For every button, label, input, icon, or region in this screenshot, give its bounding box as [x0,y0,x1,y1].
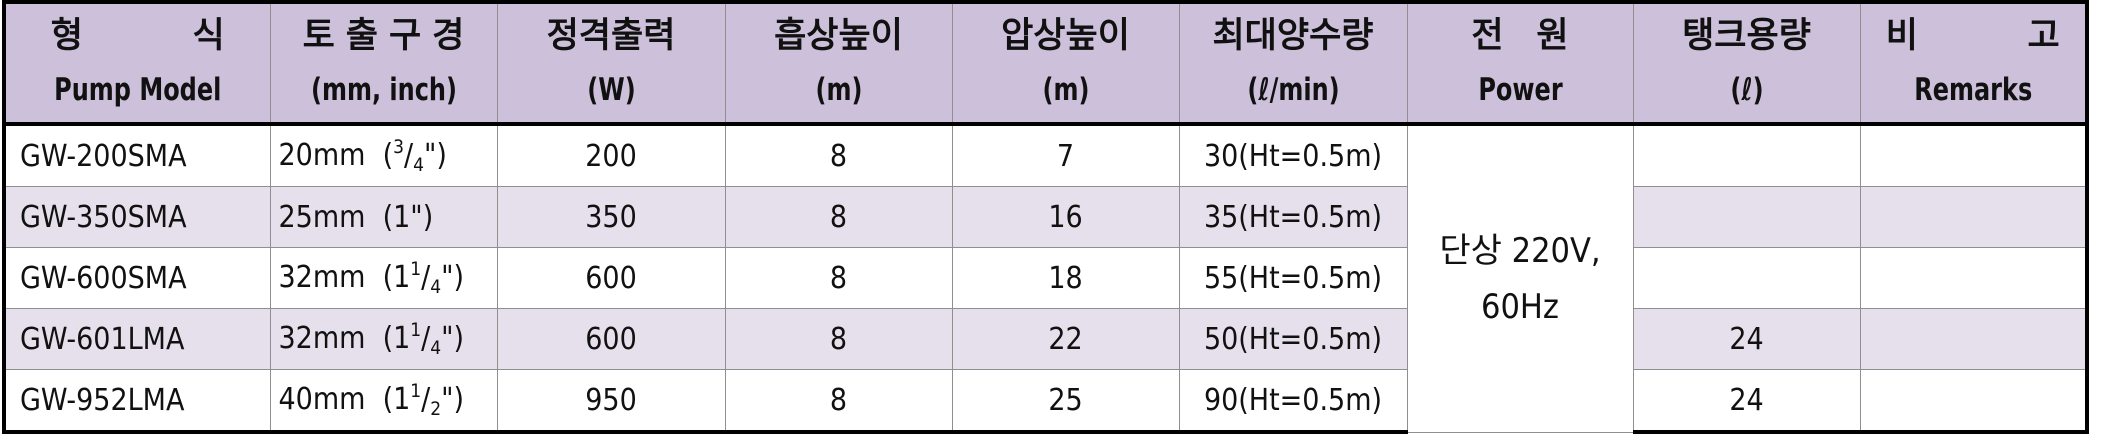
cell-outlet: 32mm (11/4") [269,308,498,370]
cell-remarks [1859,247,2089,309]
cell-remarks [1859,308,2089,370]
header-model: 형 식 Pump Model [2,0,271,126]
header-power: 전 원 Power [1406,0,1634,126]
cell-outlet: 40mm (11/2") [269,369,498,434]
cell-discharge: 16 [951,186,1180,248]
cell-tank: 24 [1632,369,1861,434]
cell-max-flow: 90(Ht=0.5m) [1178,369,1408,434]
cell-suction: 8 [724,369,953,434]
header-tank: 탱크용량 (ℓ) [1632,0,1861,126]
cell-max-flow: 30(Ht=0.5m) [1178,123,1408,187]
header-discharge: 압상높이 (m) [951,0,1180,126]
header-row: 형 식 Pump Model 토 출 구 경 (mm, inch) 정격출력 (W) … [2,0,2126,126]
header-remarks: 비 고 Remarks [1859,0,2089,126]
cell-remarks [1859,369,2089,434]
table-row: GW-601LMA 32mm (11/4") 600 8 22 50(Ht=0.… [2,308,2126,370]
cell-tank [1632,247,1861,309]
cell-remarks [1859,123,2089,187]
cell-max-flow: 55(Ht=0.5m) [1178,247,1408,309]
cell-tank [1632,186,1861,248]
cell-discharge: 18 [951,247,1180,309]
header-suction: 흡상높이 (m) [724,0,953,126]
cell-max-flow: 50(Ht=0.5m) [1178,308,1408,370]
cell-outlet: 25mm (1") [269,186,498,248]
table-row: GW-200SMA 20mm (3/4") 200 8 7 30(Ht=0.5m… [2,123,2126,433]
cell-discharge: 25 [951,369,1180,434]
cell-outlet: 20mm (3/4") [269,123,498,187]
cell-tank: 24 [1632,308,1861,370]
cell-suction: 8 [724,123,953,187]
cell-output: 350 [496,186,726,248]
cell-discharge: 7 [951,123,1180,187]
cell-model: GW-600SMA [2,247,271,309]
table-row: GW-350SMA 25mm (1") 350 8 16 35(Ht=0.5m) [2,186,2126,248]
cell-suction: 8 [724,186,953,248]
cell-model: GW-350SMA [2,186,271,248]
cell-suction: 8 [724,308,953,370]
cell-model: GW-601LMA [2,308,271,370]
cell-model: GW-952LMA [2,369,271,434]
cell-max-flow: 35(Ht=0.5m) [1178,186,1408,248]
header-outlet: 토 출 구 경 (mm, inch) [269,0,498,126]
cell-output: 600 [496,308,726,370]
cell-output: 600 [496,247,726,309]
header-output: 정격출력 (W) [496,0,726,126]
cell-discharge: 22 [951,308,1180,370]
cell-output: 950 [496,369,726,434]
table-row: GW-952LMA 40mm (11/2") 950 8 25 90(Ht=0.… [2,369,2126,434]
cell-remarks [1859,186,2089,248]
cell-output: 200 [496,123,726,187]
header-max-flow: 최대양수량 (ℓ/min) [1178,0,1408,126]
table-row: GW-600SMA 32mm (11/4") 600 8 18 55(Ht=0.… [2,247,2126,309]
cell-suction: 8 [724,247,953,309]
cell-model: GW-200SMA [2,123,271,187]
cell-outlet: 32mm (11/4") [269,247,498,309]
cell-tank [1632,123,1861,187]
cell-power: 단상 220V, 60Hz [1406,123,1634,433]
